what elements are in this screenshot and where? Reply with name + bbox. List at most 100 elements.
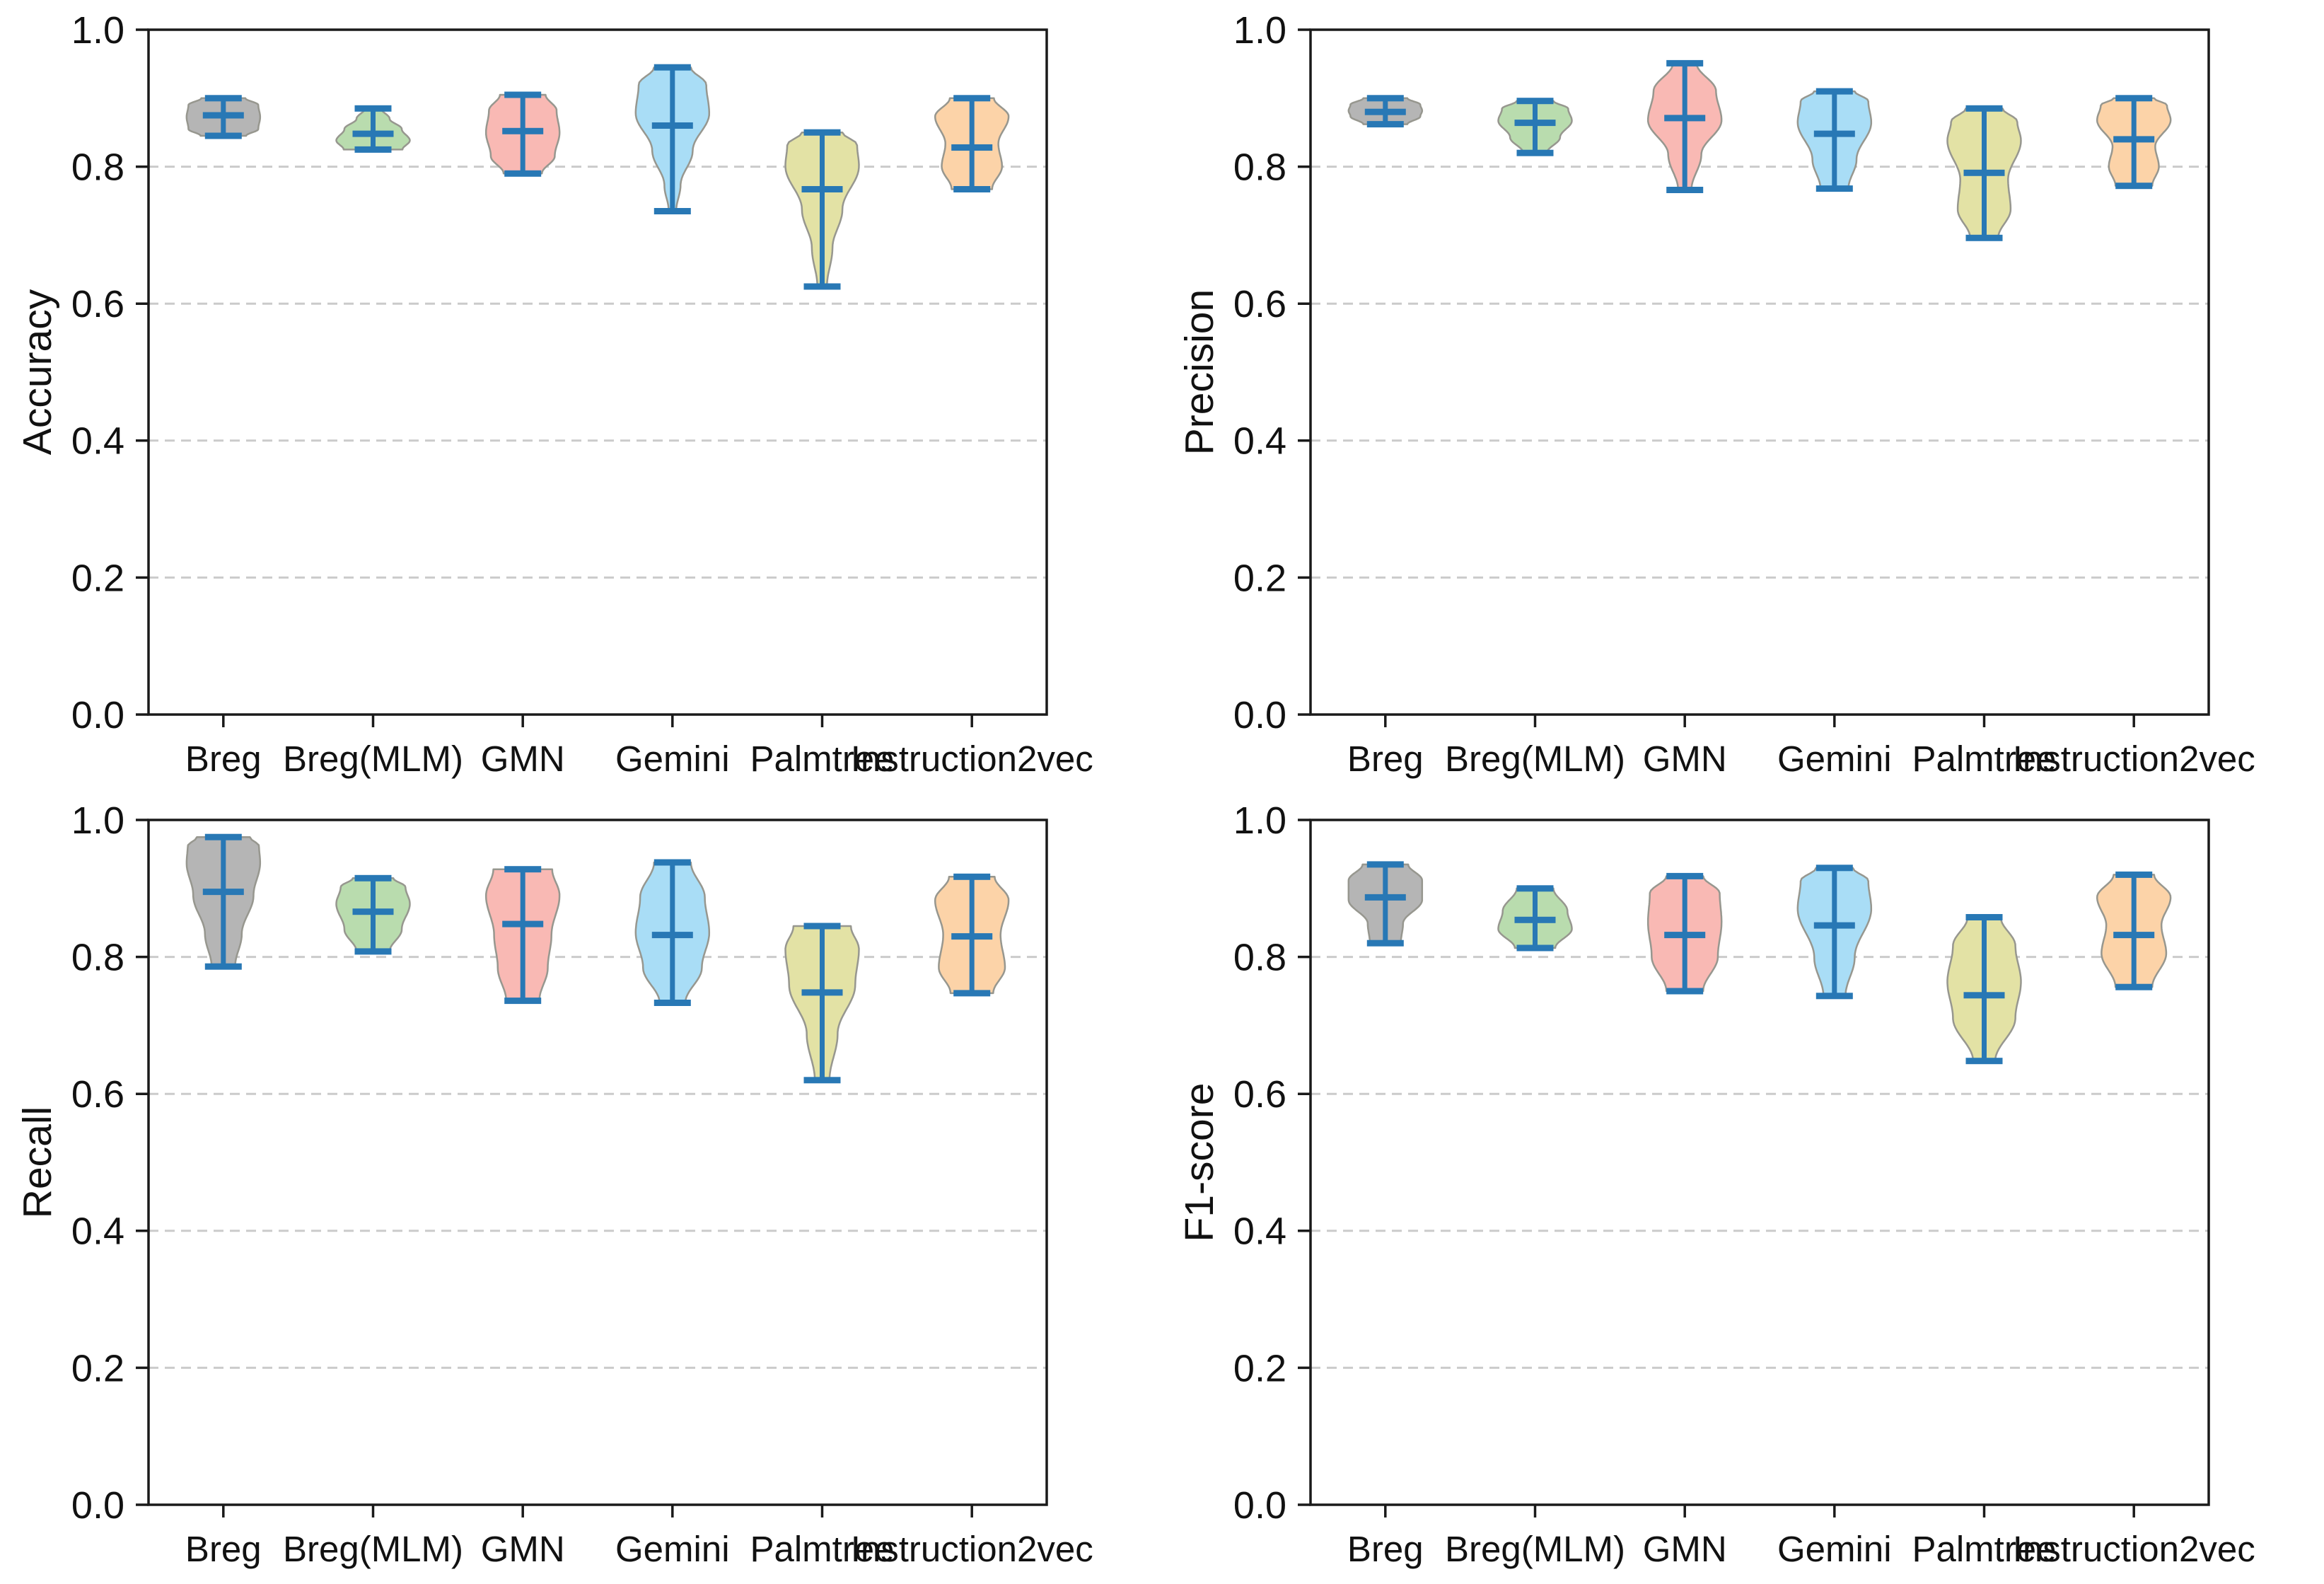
violin-precision-breg xyxy=(1347,95,1424,128)
mean-bar xyxy=(1514,916,1556,923)
mean-bar xyxy=(651,932,693,939)
violin-f1-score-gmn xyxy=(1646,872,1723,995)
violin-accuracy-breg-mlm xyxy=(335,105,411,153)
y-tick-label: 0.6 xyxy=(1233,283,1286,325)
violin-precision-breg-mlm xyxy=(1497,98,1573,156)
mean-bar xyxy=(951,144,993,151)
axes-box xyxy=(147,819,1048,1506)
x-tick-label-instruction2vec: Instruction2vec xyxy=(2013,739,2255,779)
y-tick-label: 0.0 xyxy=(71,694,124,736)
max-cap xyxy=(504,91,542,98)
y-axis-title-accuracy: Accuracy xyxy=(15,289,60,455)
mean-bar xyxy=(352,130,394,137)
y-tick-label: 0.2 xyxy=(1233,1347,1286,1389)
min-cap xyxy=(1366,121,1404,128)
y-tick-label: 0.8 xyxy=(1233,937,1286,979)
mean-bar xyxy=(1514,120,1556,127)
subplot-f1-score: 0.0 0.2 0.4 0.6 0.8 1.0 Breg Breg(MLM) GMN Gemini… xyxy=(1162,790,2324,1580)
y-tick-label: 1.0 xyxy=(1233,9,1286,52)
min-cap xyxy=(354,146,392,153)
subplot-precision: 0.0 0.2 0.4 0.6 0.8 1.0 Breg Breg(MLM) GMN Gemini… xyxy=(1162,0,2324,790)
min-cap xyxy=(1815,185,1853,192)
gridlines xyxy=(1311,166,2209,579)
range-line xyxy=(221,837,226,967)
max-cap xyxy=(653,859,691,866)
range-line xyxy=(820,132,825,287)
max-cap xyxy=(953,95,991,102)
mean-bar xyxy=(202,112,244,119)
gridlines xyxy=(149,166,1047,579)
y-tick-label: 0.4 xyxy=(1233,420,1286,463)
x-tick-label-palmtree: Palmtree xyxy=(1912,1529,2056,1569)
max-cap xyxy=(354,105,392,112)
max-cap xyxy=(1815,88,1853,95)
x-tick-label-palmtree: Palmtree xyxy=(750,1529,894,1569)
y-tick-label: 0.0 xyxy=(1233,694,1286,736)
max-cap xyxy=(803,923,841,930)
min-cap xyxy=(1965,234,2003,241)
min-cap xyxy=(1366,940,1404,947)
y-tick-label: 0.8 xyxy=(71,146,124,189)
y-tick-label: 0.6 xyxy=(71,1073,124,1116)
mean-bar xyxy=(1664,115,1706,122)
min-cap xyxy=(1666,988,1704,995)
max-cap xyxy=(1666,59,1704,67)
min-cap xyxy=(803,283,841,290)
mean-bar xyxy=(352,908,394,915)
min-cap xyxy=(1516,149,1554,156)
max-cap xyxy=(953,873,991,880)
violin-recall-gmn xyxy=(484,866,561,1005)
y-tick-label: 0.2 xyxy=(71,1347,124,1389)
min-cap xyxy=(1815,993,1853,1000)
violin-precision-gmn xyxy=(1646,59,1723,193)
violin-f1-score-breg-mlm xyxy=(1497,885,1573,952)
range-line xyxy=(1982,917,1987,1061)
x-tick-label-breg-mlm: Breg(MLM) xyxy=(1445,1529,1625,1569)
min-cap xyxy=(953,186,991,192)
x-tick-label-instruction2vec: Instruction2vec xyxy=(851,739,1093,779)
range-line xyxy=(371,108,376,150)
violin-f1-score-palmtree xyxy=(1946,914,2022,1065)
mean-bar xyxy=(502,920,544,927)
mean-bar xyxy=(801,186,843,192)
y-tick-label: 1.0 xyxy=(1233,799,1286,842)
violin-accuracy-gemini xyxy=(634,64,711,214)
max-cap xyxy=(803,129,841,136)
range-line xyxy=(1533,100,1538,154)
mean-bar xyxy=(801,989,843,996)
max-cap xyxy=(1965,105,2003,112)
violin-precision-palmtree xyxy=(1946,105,2022,241)
range-line xyxy=(670,67,675,212)
chart-svg-precision: 0.0 0.2 0.4 0.6 0.8 1.0 Breg Breg(MLM) GMN Gemini… xyxy=(1177,9,2255,779)
chart-svg-f1-score: 0.0 0.2 0.4 0.6 0.8 1.0 Breg Breg(MLM) GMN Gemini… xyxy=(1177,799,2255,1569)
x-tick-label-gmn: GMN xyxy=(1643,1529,1727,1569)
violin-f1-score-instruction2vec xyxy=(2096,871,2172,990)
axes-box xyxy=(1309,819,2210,1506)
max-cap xyxy=(1516,885,1554,892)
violin-precision-instruction2vec xyxy=(2096,95,2172,190)
y-tick-label: 0.2 xyxy=(1233,557,1286,599)
mean-bar xyxy=(1963,992,2005,999)
range-line xyxy=(1682,63,1687,190)
violin-accuracy-breg xyxy=(185,95,262,139)
y-tick-label: 1.0 xyxy=(71,9,124,52)
mean-bar xyxy=(202,889,244,896)
violin-precision-gemini xyxy=(1796,88,1873,192)
mean-bar xyxy=(1963,169,2005,176)
max-cap xyxy=(1516,98,1554,105)
min-cap xyxy=(504,998,542,1005)
max-cap xyxy=(2115,95,2153,102)
min-cap xyxy=(1965,1058,2003,1065)
violin-recall-palmtree xyxy=(784,923,860,1084)
subplot-accuracy: 0.0 0.2 0.4 0.6 0.8 1.0 Breg Breg(MLM) GMN Gemini… xyxy=(0,0,1162,790)
range-line xyxy=(1832,91,1837,189)
max-cap xyxy=(2115,871,2153,878)
mean-bar xyxy=(651,122,693,129)
y-tick-label: 0.4 xyxy=(71,420,124,463)
y-tick-label: 0.4 xyxy=(71,1210,124,1253)
min-cap xyxy=(1666,187,1704,193)
range-line xyxy=(520,869,525,1001)
max-cap xyxy=(1366,95,1404,102)
violin-recall-instruction2vec xyxy=(934,873,1010,997)
